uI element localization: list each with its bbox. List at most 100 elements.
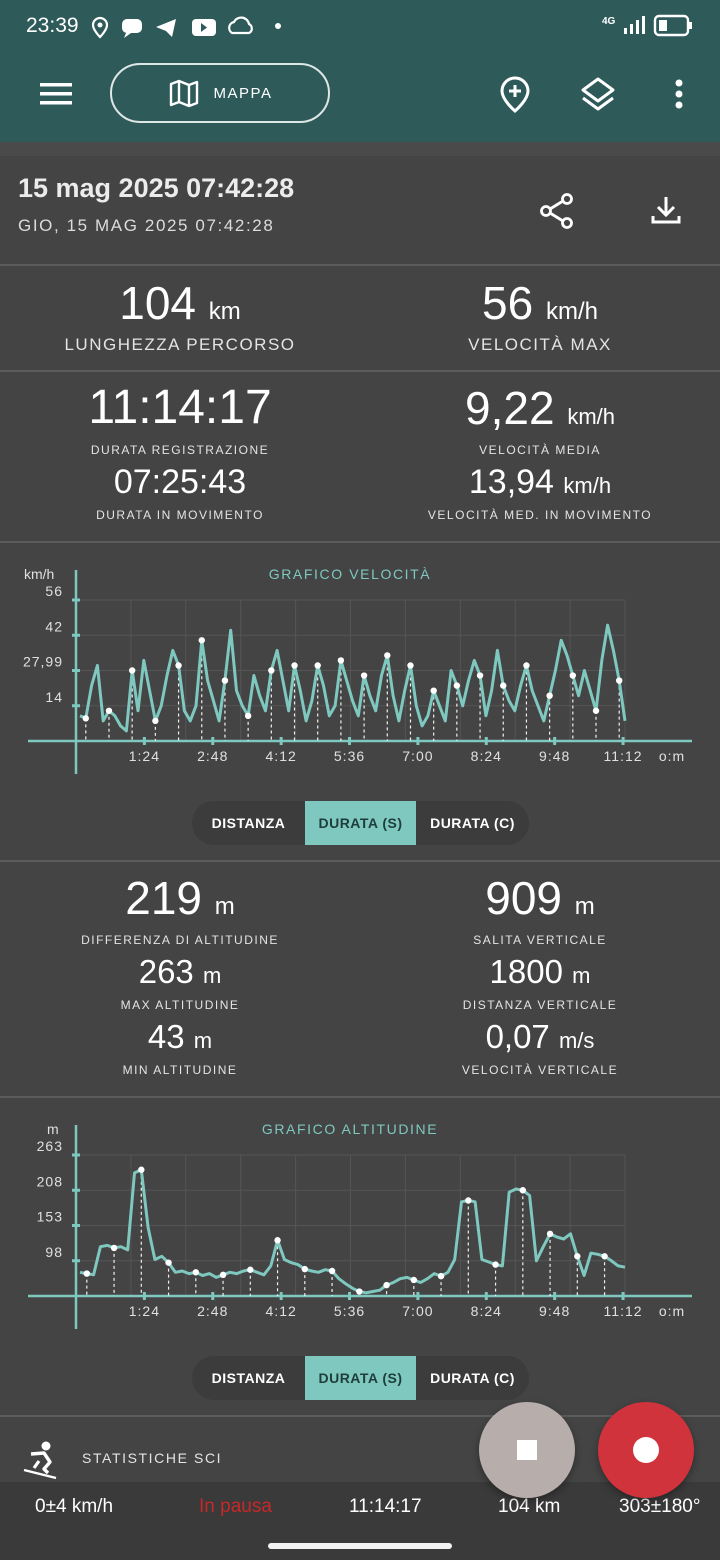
add-waypoint-icon[interactable] [498,75,532,115]
record-icon [633,1437,659,1463]
x-tick-label: 4:12 [266,1303,297,1319]
notification-icons [91,16,281,39]
download-icon[interactable] [650,194,682,226]
divider [0,1096,720,1098]
y-tick-label: 56 [45,583,63,599]
altitude-chart-title: GRAFICO ALTITUDINE [261,1121,439,1137]
data-point [465,1197,472,1204]
max-altitude-label: MAX ALTITUDINE [120,998,240,1012]
data-point [453,682,461,689]
data-point [175,662,182,669]
data-point [500,682,507,689]
network-type: 4G [602,16,616,27]
layers-icon[interactable] [579,76,617,112]
vertical-distance-value: 1800 m [489,953,591,990]
mode-duration-s-button[interactable]: DURATA (S) [305,1356,416,1400]
y-tick-label: 98 [45,1244,63,1260]
home-indicator[interactable] [268,1543,452,1549]
x-tick-label: 7:00 [402,748,433,764]
mode-duration-s-button[interactable]: DURATA (S) [305,801,416,845]
current-speed: 0±4 km/h [35,1496,114,1517]
data-point [110,1244,118,1252]
avg-speed-value: 9,22 km/h [465,382,615,434]
mode-duration-c-button[interactable]: DURATA (C) [430,815,515,831]
data-point [407,662,414,669]
data-point [601,1253,608,1260]
map-button-label: MAPPA [213,84,273,102]
ski-stats-label[interactable]: STATISTICHE SCI [82,1450,223,1466]
record-button[interactable] [598,1402,694,1498]
x-tick-label: 8:24 [471,748,502,764]
data-point [546,1230,554,1238]
data-point [128,667,136,674]
data-point [247,1266,254,1273]
avg-moving-speed-label: VELOCITÀ MED. IN MOVIMENTO [427,508,653,522]
x-tick-label: 7:00 [402,1303,433,1319]
avg-moving-speed-value: 13,94 km/h [468,463,612,501]
mode-distance-button[interactable]: DISTANZA [211,815,286,831]
divider [0,1415,720,1417]
speed-chart[interactable]: km/h 14 27,99 42 56 1:24 2:48 4:12 5:36 7:00 8:24 9… [0,560,720,780]
data-point [569,672,577,679]
y-tick-label: 14 [45,689,63,705]
y-tick-label: 208 [37,1173,63,1189]
status-bar: 23:39 4G [0,0,720,58]
data-point [337,657,345,664]
y-tick-label: 153 [37,1209,63,1225]
data-point [192,1269,200,1276]
track-subtitle: GIO, 15 MAG 2025 07:42:28 [18,216,275,235]
min-altitude-value: 43 m [147,1018,213,1055]
stop-icon [517,1440,537,1460]
max-altitude-value: 263 m [138,953,222,990]
rec-duration-value: 11:14:17 [88,381,272,434]
x-axis-label: o:m [659,1303,685,1319]
stop-recording-button[interactable] [479,1402,575,1498]
divider [0,370,720,372]
y-tick-label: 27,99 [23,654,63,670]
mode-distance-button[interactable]: DISTANZA [211,1370,286,1386]
menu-icon[interactable] [38,80,74,108]
x-tick-label: 1:24 [129,1303,160,1319]
data-point [476,672,484,679]
speed-chart-title: GRAFICO VELOCITÀ [268,566,432,582]
app-bar: MAPPA [0,58,720,142]
x-tick-label: 5:36 [334,748,365,764]
recording-duration: 11:14:17 [349,1496,422,1517]
altitude-chart-mode-selector: DISTANZA DURATA (S) DURATA (C) [192,1356,529,1400]
recording-status: In pausa [199,1496,272,1517]
vertical-climb-value: 909 m [485,872,595,924]
vertical-distance-label: DISTANZA VERTICALE [462,998,618,1012]
more-options-icon[interactable] [672,78,686,110]
divider [0,860,720,862]
series-line [79,623,627,733]
x-tick-label: 9:48 [539,748,570,764]
data-point [430,687,437,694]
data-point [219,1271,227,1279]
vertical-speed-label: VELOCITÀ VERTICALE [461,1063,619,1077]
skier-icon [23,1441,57,1480]
current-bearing: 303±180° [619,1496,701,1517]
map-button[interactable]: MAPPA [110,63,330,123]
data-point [437,1272,445,1280]
data-point [492,1261,499,1268]
data-point [274,1237,281,1244]
mode-duration-c-button[interactable]: DURATA (C) [430,1370,515,1386]
data-point [410,1276,418,1284]
track-title: 15 mag 2025 07:42:28 [18,173,295,203]
data-point [165,1259,172,1266]
data-point [384,652,391,659]
avg-speed-label: VELOCITÀ MEDIA [479,443,601,457]
altitude-chart[interactable]: m 98 153 208 263 1:24 2:48 4:12 5:36 7:00 8:24 9:48… [0,1115,720,1335]
x-tick-label: 1:24 [129,748,160,764]
length-label: LUNGHEZZA PERCORSO [64,335,296,354]
x-tick-label: 8:24 [471,1303,502,1319]
map-icon [169,79,198,108]
vertical-speed-value: 0,07 m/s [485,1018,595,1055]
share-icon[interactable] [538,192,576,230]
data-point [574,1253,581,1260]
rec-duration-label: DURATA REGISTRAZIONE [90,443,270,457]
data-point [616,677,623,684]
data-point [105,707,113,714]
data-point [221,677,229,684]
recording-distance: 104 km [498,1496,561,1517]
